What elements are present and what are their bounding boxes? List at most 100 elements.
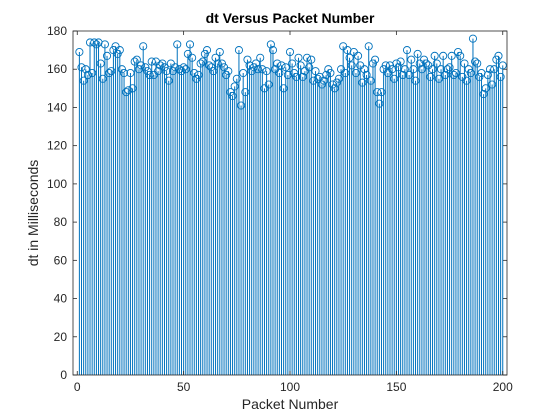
stem-marker <box>207 63 216 72</box>
stem-marker <box>277 61 286 70</box>
stem-marker <box>290 68 299 78</box>
stem-marker <box>266 40 275 49</box>
stem-marker <box>230 82 239 91</box>
stem-marker <box>294 53 303 62</box>
stem-marker <box>417 65 426 74</box>
y-tick-label: 140 <box>47 100 67 114</box>
stem-marker <box>436 65 446 74</box>
stem-marker <box>194 70 203 80</box>
stem-marker <box>273 59 282 68</box>
stem-marker <box>390 74 399 83</box>
stem-marker <box>373 88 382 97</box>
stem-marker <box>239 68 248 78</box>
stem-marker <box>428 65 437 74</box>
stem-marker <box>485 65 495 74</box>
stem-marker <box>296 61 305 70</box>
stem-marker <box>81 65 90 74</box>
stem-marker <box>462 76 471 85</box>
stem-marker <box>107 67 116 76</box>
stem-marker <box>137 61 146 70</box>
stem-marker <box>364 42 373 51</box>
stem-marker <box>188 53 197 62</box>
stem-marker <box>175 65 184 74</box>
stem-marker <box>158 59 167 68</box>
stem-marker <box>430 51 439 60</box>
stem-marker <box>79 76 88 85</box>
stem-marker <box>211 53 220 62</box>
stem-marker <box>464 65 473 74</box>
stem-marker <box>256 53 265 62</box>
stem-marker <box>185 40 195 49</box>
stem-marker <box>490 65 499 74</box>
stem-marker <box>156 61 165 70</box>
stem-marker <box>479 90 488 99</box>
stem-marker <box>120 68 129 78</box>
stem-marker <box>443 65 452 74</box>
x-tick-label: 150 <box>386 380 406 394</box>
stem-marker <box>92 40 101 49</box>
stem-marker <box>302 53 312 62</box>
stem-marker <box>115 46 124 55</box>
stem-marker <box>262 67 271 76</box>
y-tick-label: 80 <box>54 215 68 229</box>
stem-marker <box>117 65 126 74</box>
stem-marker <box>471 57 480 66</box>
stem-marker <box>192 74 201 83</box>
y-axis-label: dt in Milliseconds <box>25 160 41 267</box>
stem-marker <box>381 61 390 70</box>
stem-marker <box>351 68 361 78</box>
stem-marker <box>334 74 343 83</box>
stem-marker <box>196 59 205 68</box>
stem-marker <box>422 59 431 68</box>
x-tick-label: 100 <box>280 380 300 394</box>
stem-marker <box>298 72 307 81</box>
stem-marker <box>371 55 380 64</box>
stem-marker <box>481 84 490 93</box>
stem-marker <box>222 70 231 80</box>
stem-marker <box>243 55 252 64</box>
stem-marker <box>147 57 156 66</box>
stem-marker <box>205 61 214 70</box>
stem-marker <box>288 59 297 68</box>
y-axis-ticks: 0 20 40 60 80 100 120 140 160 180 <box>47 24 507 382</box>
stem-marker <box>473 59 482 68</box>
stem-marker <box>375 99 384 108</box>
stem-marker <box>213 59 222 68</box>
stem-marker <box>275 68 284 78</box>
stem-marker <box>171 63 180 72</box>
stem-marker <box>496 72 505 81</box>
stem-marker <box>285 47 295 57</box>
stem-marker <box>190 68 199 78</box>
stem-marker <box>460 59 469 68</box>
x-tick-label: 50 <box>177 380 191 394</box>
x-tick-label: 0 <box>74 380 81 394</box>
stem-marker <box>332 78 341 87</box>
stem-marker <box>402 46 412 55</box>
x-tick-label: 200 <box>493 380 513 394</box>
stem-marker <box>128 84 137 93</box>
stem-marker <box>102 51 112 60</box>
stem-marker <box>362 70 371 80</box>
stem-marker <box>328 80 337 89</box>
stem-marker <box>75 47 84 57</box>
stem-marker <box>202 46 212 55</box>
stem-marker <box>100 40 109 49</box>
stem-marker <box>160 63 169 72</box>
stem-marker <box>409 65 418 74</box>
stem-marker <box>234 46 243 55</box>
stem-marker <box>292 72 301 81</box>
stem-marker <box>392 59 401 68</box>
stem-marker <box>330 84 339 93</box>
stem-marker <box>492 55 501 64</box>
stem-marker <box>258 65 267 74</box>
stem-marker <box>475 72 484 81</box>
x-axis-label: Packet Number <box>242 396 339 412</box>
stem-marker <box>347 61 356 70</box>
stem-marker <box>368 59 378 68</box>
stem-marker <box>434 74 443 83</box>
stem-marker <box>83 70 92 80</box>
chart-title: dt Versus Packet Number <box>206 10 375 26</box>
stem-marker <box>419 55 429 64</box>
stem-marker <box>98 74 107 83</box>
